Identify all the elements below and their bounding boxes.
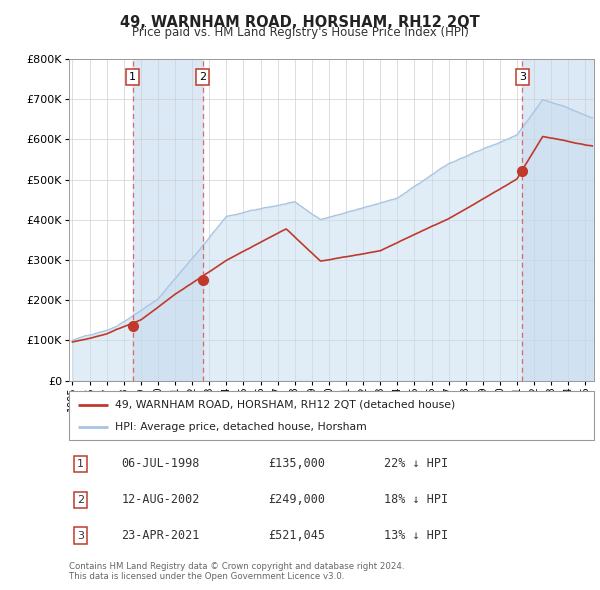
Text: 2: 2 [77,495,84,504]
Text: 12-AUG-2002: 12-AUG-2002 [121,493,200,506]
Bar [133,59,203,381]
Text: 49, WARNHAM ROAD, HORSHAM, RH12 2QT (detached house): 49, WARNHAM ROAD, HORSHAM, RH12 2QT (det… [115,399,455,409]
Text: 18% ↓ HPI: 18% ↓ HPI [384,493,448,506]
Bar [523,59,594,381]
Text: 1: 1 [77,459,84,469]
Text: £521,045: £521,045 [269,529,325,542]
Text: 2: 2 [199,72,206,82]
Text: £135,000: £135,000 [269,457,325,470]
Text: 06-JUL-1998: 06-JUL-1998 [121,457,200,470]
FancyBboxPatch shape [69,391,594,440]
Text: £249,000: £249,000 [269,493,325,506]
Text: Contains HM Land Registry data © Crown copyright and database right 2024.
This d: Contains HM Land Registry data © Crown c… [69,562,404,581]
Text: 49, WARNHAM ROAD, HORSHAM, RH12 2QT: 49, WARNHAM ROAD, HORSHAM, RH12 2QT [120,15,480,30]
Text: HPI: Average price, detached house, Horsham: HPI: Average price, detached house, Hors… [115,422,367,432]
Text: 3: 3 [519,72,526,82]
Text: Price paid vs. HM Land Registry's House Price Index (HPI): Price paid vs. HM Land Registry's House … [131,26,469,39]
Text: 1: 1 [129,72,136,82]
Text: 23-APR-2021: 23-APR-2021 [121,529,200,542]
Text: 22% ↓ HPI: 22% ↓ HPI [384,457,448,470]
Text: 3: 3 [77,530,84,540]
Text: 13% ↓ HPI: 13% ↓ HPI [384,529,448,542]
